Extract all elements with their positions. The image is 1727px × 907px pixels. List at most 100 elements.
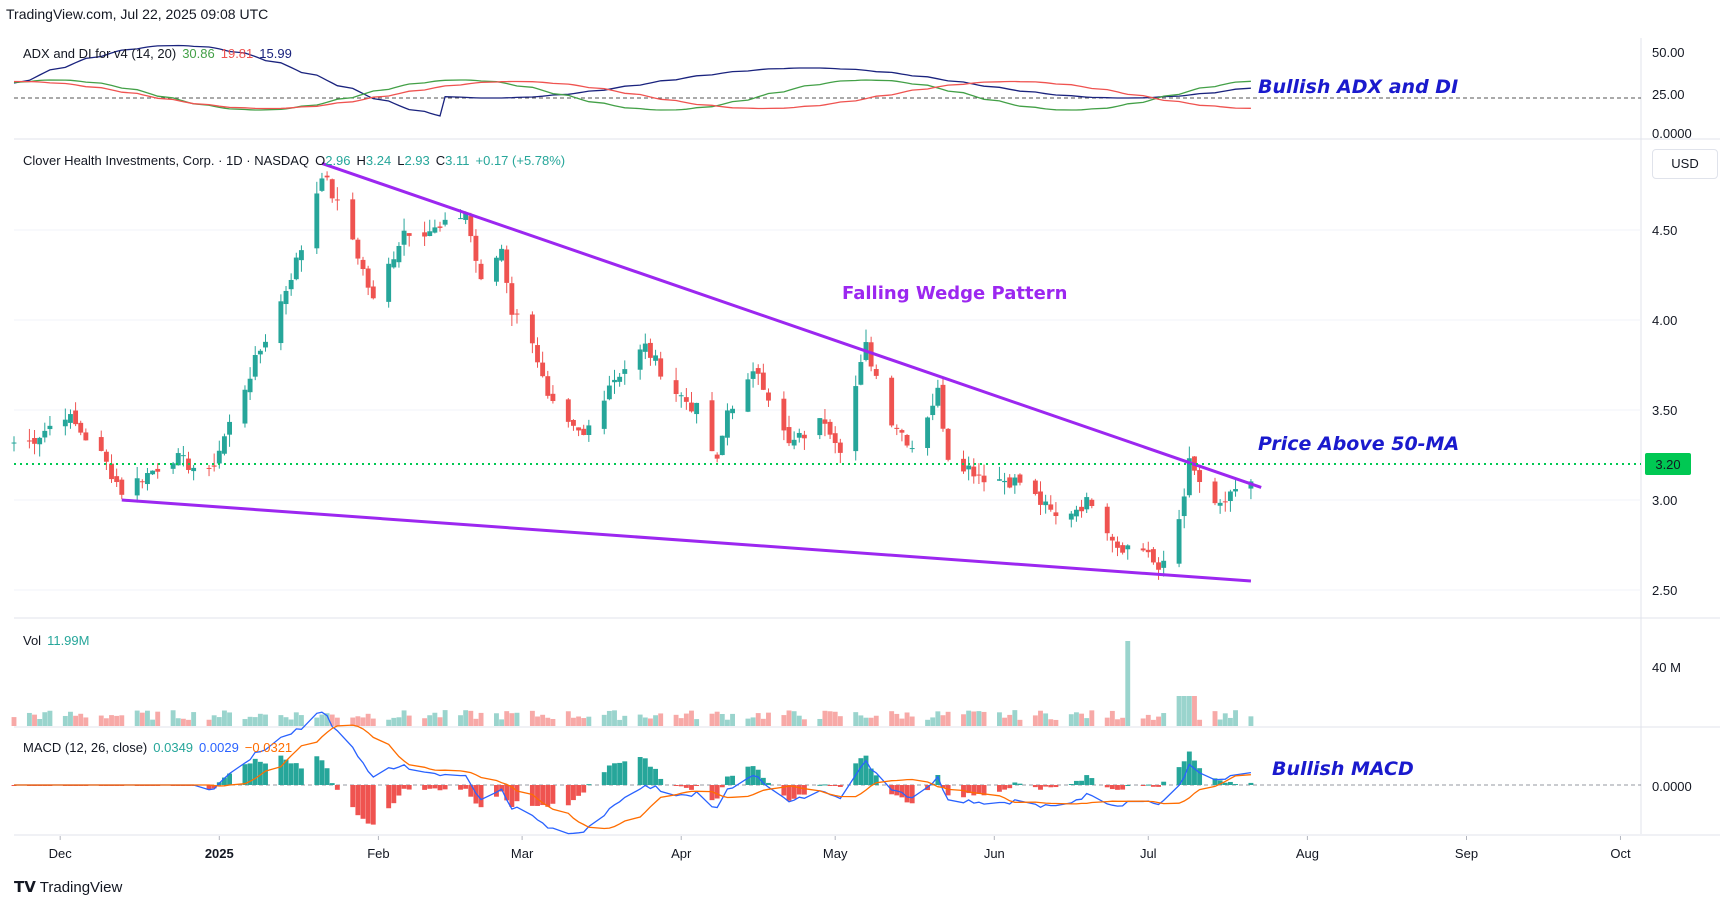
candle-body [365,268,371,288]
volume-bar [278,715,284,726]
volume-bar [709,713,715,726]
ma-annotation: Price Above 50-MA [1258,433,1460,455]
candle-body [406,233,412,236]
macd-histogram-bar [689,785,694,790]
macd-histogram-bar [257,761,263,785]
candle-body [1073,509,1079,517]
volume-bar [1068,714,1074,726]
macd-histogram-bar [504,785,510,801]
candlestick-series [11,171,1254,580]
time-axis-label: Feb [367,846,389,861]
candle-body [576,427,582,431]
macd-histogram-bar [868,768,874,785]
macd-histogram-bar [1156,785,1161,787]
volume-bar [242,719,248,726]
candle-body [760,372,766,390]
candle-body [909,448,915,450]
candle-body [832,433,838,444]
macd-histogram-bar [1068,784,1074,786]
volume-bar [463,710,469,726]
volume-bar [458,715,463,726]
price-axis-tick: 4.00 [1652,313,1677,328]
candle-body [858,362,864,385]
tradingview-logo[interactable]: 𝗧𝗩 TradingView [14,878,122,896]
volume-bar [145,710,150,726]
macd-histogram-bar [766,782,771,785]
currency-button[interactable]: USD [1652,149,1718,179]
volume-histogram [11,641,1254,726]
volume-bar [966,710,972,726]
volume-bar [355,716,361,726]
last-price-badge [1645,453,1691,475]
macd-histogram-bar [760,777,766,785]
macd-histogram-bar [1073,780,1079,785]
macd-histogram-bar [1032,785,1038,788]
candle-body [68,414,73,423]
volume-bar [889,711,895,726]
candle-body [216,450,222,464]
volume-bar [499,719,505,726]
macd-histogram-bar [586,784,592,786]
macd-histogram-bar [1079,780,1084,785]
macd-histogram-bar [683,785,689,788]
adx-legend[interactable]: ADX and DI for v4 (14, 20) 30.86 19.81 15.9… [23,46,298,61]
candle-body [401,230,407,245]
macd-axis-tick: 0.0000 [1652,779,1692,794]
candle-body [1212,481,1218,504]
volume-bar [1017,719,1023,726]
volume-bar [909,716,915,726]
candle-body [1140,548,1146,551]
candle-body [1186,458,1192,496]
macd-histogram-bar [494,785,499,797]
candle-body [853,386,859,452]
macd-histogram-bar [211,785,217,789]
macd-histogram-bar [724,776,730,785]
candle-body [1079,506,1084,512]
volume-bar [1089,710,1095,726]
last-price-badge-text: 3.20 [1655,457,1680,472]
macd-histogram-bar [571,785,576,801]
volume-bar [1145,714,1151,726]
high-label: H [356,153,366,168]
macd-histogram-bar [658,778,664,785]
candle-body [935,387,941,406]
volume-bar [175,718,181,726]
adx-axis-tick: 25.00 [1652,87,1685,102]
macd-histogram-bar [637,757,643,785]
candle-body [432,227,438,233]
macd-histogram-bar [288,763,294,785]
volume-bar [247,716,253,726]
volume-bar [360,717,366,726]
macd-histogram-bar [786,785,792,801]
volume-bar [494,713,499,726]
volume-bar [529,710,535,726]
candle-body [170,463,176,469]
candle-body [796,432,802,438]
candle-body [355,239,361,259]
volume-bar [1222,713,1228,726]
macd-legend[interactable]: MACD (12, 26, close) 0.0349 0.0029 −0.0321 [23,740,298,755]
candle-body [494,257,499,282]
volume-bar [406,715,412,726]
macd-histogram-bar [1212,778,1218,785]
macd-histogram-bar [1233,784,1238,786]
macd-histogram-bar [324,768,330,785]
volume-axis-tick: 40 M [1652,660,1681,675]
adx-axis-tick: 0.0000 [1652,126,1692,141]
adx-annotation: Bullish ADX and DI [1258,76,1459,98]
symbol-legend[interactable]: Clover Health Investments, Corp. · 1D · … [23,153,571,168]
volume-bar [504,711,510,726]
volume-bar [683,713,689,726]
volume-bar [791,711,797,726]
macd-indicator-label: MACD (12, 26, close) [23,740,148,755]
volume-bar [314,717,320,726]
candle-body [801,434,807,439]
candle-body [617,376,623,382]
volume-bar [1150,719,1156,726]
volume-legend[interactable]: Vol 11.99M [23,633,95,648]
volume-bar [1048,719,1054,726]
candle-body [683,397,689,402]
volume-bar [47,710,53,726]
panel-frames [14,38,1720,836]
